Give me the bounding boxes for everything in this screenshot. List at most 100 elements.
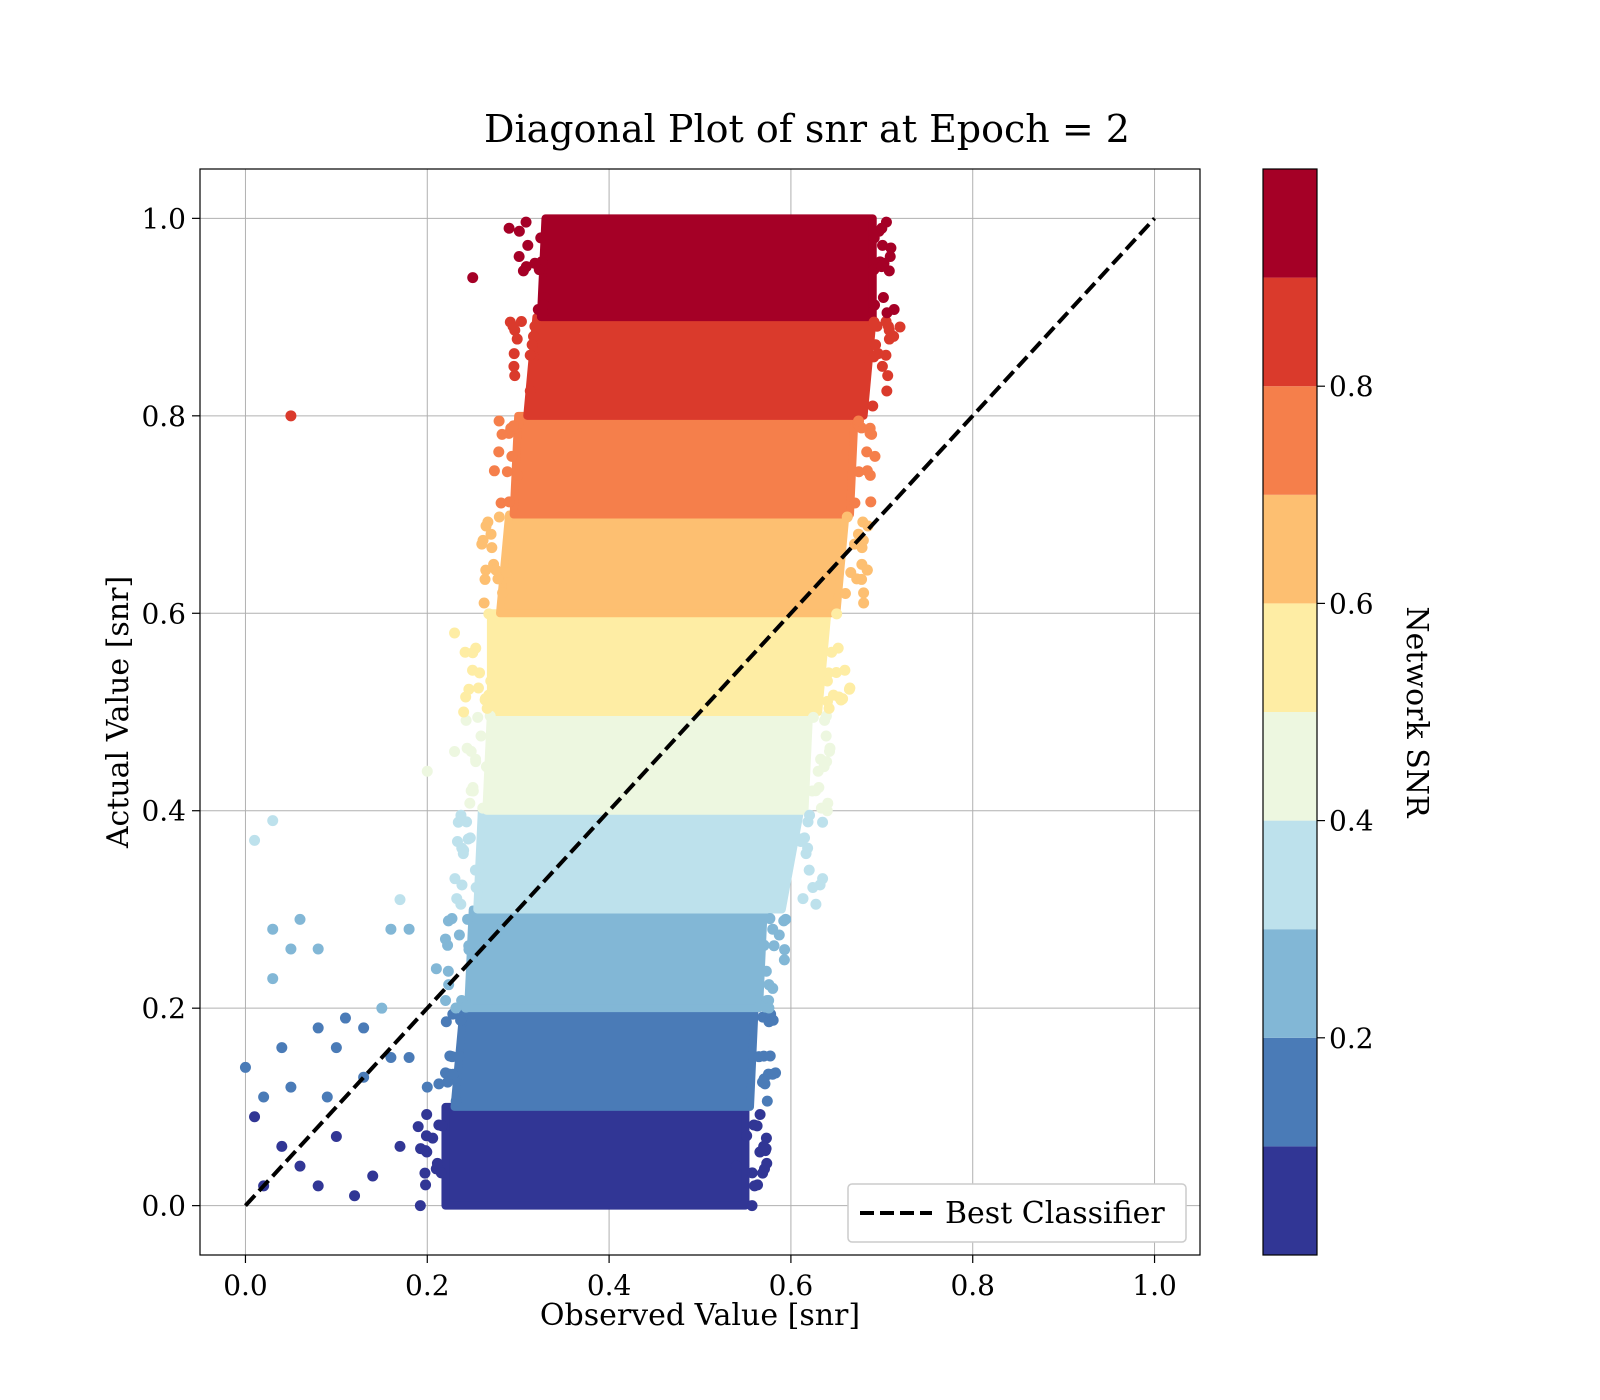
scatter-point [827, 689, 839, 701]
scatter-outlier-point [839, 588, 851, 600]
scatter-point [421, 1108, 433, 1120]
scatter-point [522, 239, 534, 251]
scatter-point [761, 1095, 773, 1107]
scatter-point [767, 1014, 779, 1026]
scatter-point [870, 339, 882, 351]
scatter-point [760, 965, 772, 977]
scatter-outlier-point [767, 923, 779, 935]
scatter-point [464, 797, 476, 809]
scatter-point [869, 299, 881, 311]
scatter-point [493, 446, 505, 458]
scatter-point [478, 597, 490, 609]
scatter-outlier-point [758, 1140, 770, 1152]
scatter-point [460, 1001, 472, 1013]
scatter-point [504, 316, 516, 328]
scatter-outlier-point [330, 1131, 342, 1143]
scatter-point [823, 667, 835, 679]
scatter-outlier-point [285, 410, 297, 422]
scatter-point [506, 450, 518, 462]
scatter-point [465, 745, 477, 757]
scatter-point [767, 1068, 779, 1080]
scatter-outlier-point [267, 973, 279, 985]
scatter-point [513, 225, 525, 237]
scatter-point [477, 802, 489, 814]
scatter-point [440, 1016, 452, 1028]
legend-box [847, 1183, 1187, 1243]
scatter-outlier-point [812, 765, 824, 777]
scatter-point [515, 316, 527, 328]
scatter-point [414, 1200, 426, 1212]
scatter-point [446, 913, 458, 925]
scatter-outlier-point [467, 272, 479, 284]
y-axis-label: Actual Value [snr] [101, 576, 136, 849]
scatter-outlier-point [885, 242, 897, 254]
scatter-point [469, 864, 481, 876]
scatter-point [810, 898, 822, 910]
scatter-point [757, 1076, 769, 1088]
x-tick-label: 0.2 [405, 1269, 450, 1302]
scatter-point [843, 683, 855, 695]
scatter-outlier-point [376, 1002, 388, 1014]
legend-label-best-classifier: Best Classifier [945, 1196, 1165, 1231]
scatter-point [746, 1200, 758, 1212]
scatter-point [858, 587, 870, 599]
scatter-point [501, 466, 513, 478]
y-tick-label: 0.2 [141, 992, 186, 1025]
scatter-point [877, 239, 889, 251]
scatter-outlier-point [285, 1081, 297, 1093]
scatter-point [883, 324, 895, 336]
scatter-point [779, 944, 791, 956]
scatter-outlier-point [276, 1140, 288, 1152]
scatter-point [741, 1130, 753, 1142]
scatter-point [881, 385, 893, 397]
scatter-point [513, 251, 525, 263]
scatter-point [511, 333, 523, 345]
scatter-outlier-point [403, 1052, 415, 1064]
scatter-outlier-point [449, 745, 461, 757]
scatter-point [802, 842, 814, 854]
scatter-point [538, 299, 550, 311]
scatter-point [817, 873, 829, 885]
scatter-outlier-point [267, 815, 279, 827]
scatter-outlier-point [385, 923, 397, 935]
legend: Best Classifier [847, 1183, 1187, 1243]
scatter-point [420, 1145, 432, 1157]
scatter-outlier-point [358, 1022, 370, 1034]
scatter-outlier-point [267, 923, 279, 935]
scatter-point [463, 944, 475, 956]
colorbar-bin [1263, 1146, 1317, 1255]
scatter-outlier-point [458, 844, 470, 856]
scatter-point [435, 1167, 447, 1179]
scatter-point [460, 714, 472, 726]
scatter-point [508, 348, 520, 360]
scatter-point [526, 339, 538, 351]
scatter-outlier-point [476, 538, 488, 550]
colorbar-tick-label: 0.8 [1329, 370, 1374, 403]
scatter-point [853, 415, 865, 427]
scatter-point [474, 667, 486, 679]
scatter-point [512, 469, 524, 481]
scatter-point [492, 573, 504, 585]
scatter-point [815, 753, 827, 765]
scatter-outlier-point [894, 321, 906, 333]
y-tick-label: 0.0 [141, 1190, 186, 1223]
scatter-point [751, 1120, 763, 1132]
scatter-outlier-point [830, 667, 842, 679]
scatter-outlier-point [294, 1160, 306, 1172]
scatter-point [861, 446, 873, 458]
x-tick-label: 0.0 [223, 1269, 268, 1302]
scatter-point [508, 360, 520, 372]
scatter-point [760, 1132, 772, 1144]
scatter-point [447, 1068, 459, 1080]
scatter-point [442, 1076, 454, 1088]
scatter-outlier-point [430, 963, 442, 975]
best-classifier-line-layer [243, 217, 1157, 1207]
scatter-points [239, 216, 906, 1212]
scatter-point [433, 1078, 445, 1090]
scatter-outlier-point [449, 627, 461, 639]
scatter-point [488, 465, 500, 477]
scatter-point [485, 528, 497, 540]
colorbar-bin [1263, 277, 1317, 387]
scatter-outlier-point [339, 1012, 351, 1024]
